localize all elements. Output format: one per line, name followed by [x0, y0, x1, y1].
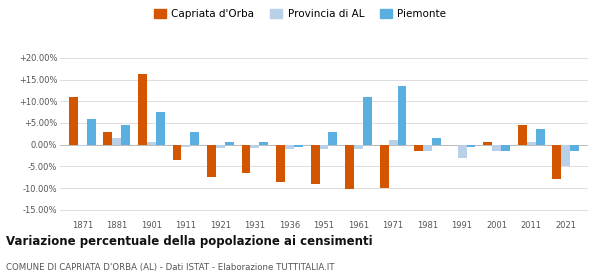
Bar — [492, 144, 501, 151]
Bar — [311, 144, 320, 184]
Bar — [570, 144, 579, 151]
Bar — [449, 144, 458, 146]
Bar — [138, 74, 147, 144]
Bar — [276, 144, 285, 181]
Bar — [423, 144, 432, 151]
Bar — [173, 144, 181, 160]
Bar — [87, 119, 96, 144]
Bar — [147, 143, 156, 144]
Bar — [561, 144, 570, 166]
Text: Variazione percentuale della popolazione ai censimenti: Variazione percentuale della popolazione… — [6, 235, 373, 248]
Bar — [414, 144, 423, 151]
Text: COMUNE DI CAPRIATA D'ORBA (AL) - Dati ISTAT - Elaborazione TUTTITALIA.IT: COMUNE DI CAPRIATA D'ORBA (AL) - Dati IS… — [6, 263, 335, 272]
Bar — [527, 143, 536, 144]
Bar — [250, 144, 259, 148]
Bar — [259, 142, 268, 144]
Legend: Capriata d'Orba, Provincia di AL, Piemonte: Capriata d'Orba, Provincia di AL, Piemon… — [149, 5, 451, 24]
Bar — [156, 112, 165, 144]
Bar — [242, 144, 250, 173]
Bar — [552, 144, 561, 179]
Bar — [536, 129, 545, 144]
Bar — [345, 144, 354, 189]
Bar — [78, 144, 87, 146]
Bar — [389, 140, 398, 144]
Bar — [320, 144, 328, 149]
Bar — [501, 144, 510, 151]
Bar — [181, 144, 190, 147]
Bar — [467, 144, 475, 147]
Bar — [216, 144, 225, 148]
Bar — [225, 142, 234, 144]
Bar — [458, 144, 467, 158]
Bar — [69, 97, 78, 144]
Bar — [121, 125, 130, 144]
Bar — [190, 132, 199, 144]
Bar — [103, 132, 112, 144]
Bar — [380, 144, 389, 188]
Bar — [294, 144, 303, 147]
Bar — [328, 132, 337, 144]
Bar — [398, 86, 406, 144]
Bar — [518, 125, 527, 144]
Bar — [483, 143, 492, 144]
Bar — [432, 138, 441, 144]
Bar — [112, 138, 121, 144]
Bar — [363, 97, 372, 144]
Bar — [285, 144, 294, 149]
Bar — [207, 144, 216, 177]
Bar — [354, 144, 363, 149]
